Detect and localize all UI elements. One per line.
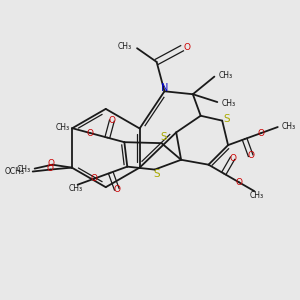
Text: CH₃: CH₃ — [69, 184, 83, 193]
Text: O: O — [258, 129, 265, 138]
Text: O: O — [48, 159, 55, 168]
Text: OCH₃: OCH₃ — [5, 167, 25, 176]
Text: O: O — [229, 154, 236, 163]
Text: CH₃: CH₃ — [282, 122, 296, 130]
Text: S: S — [153, 169, 160, 179]
Text: CH₃: CH₃ — [218, 71, 233, 80]
Text: O: O — [108, 116, 116, 125]
Text: CH₃: CH₃ — [118, 42, 132, 51]
Text: N: N — [161, 83, 168, 93]
Text: O: O — [87, 129, 94, 138]
Text: CH₃: CH₃ — [221, 98, 235, 107]
Text: O: O — [236, 178, 242, 187]
Text: O: O — [184, 43, 190, 52]
Text: S: S — [224, 114, 230, 124]
Text: CH₃: CH₃ — [55, 123, 69, 132]
Text: S: S — [160, 132, 167, 142]
Text: O: O — [113, 185, 120, 194]
Text: O: O — [47, 164, 54, 173]
Text: CH₃: CH₃ — [16, 165, 31, 174]
Text: CH₃: CH₃ — [249, 190, 263, 200]
Text: O: O — [91, 174, 98, 183]
Text: O: O — [247, 151, 254, 160]
